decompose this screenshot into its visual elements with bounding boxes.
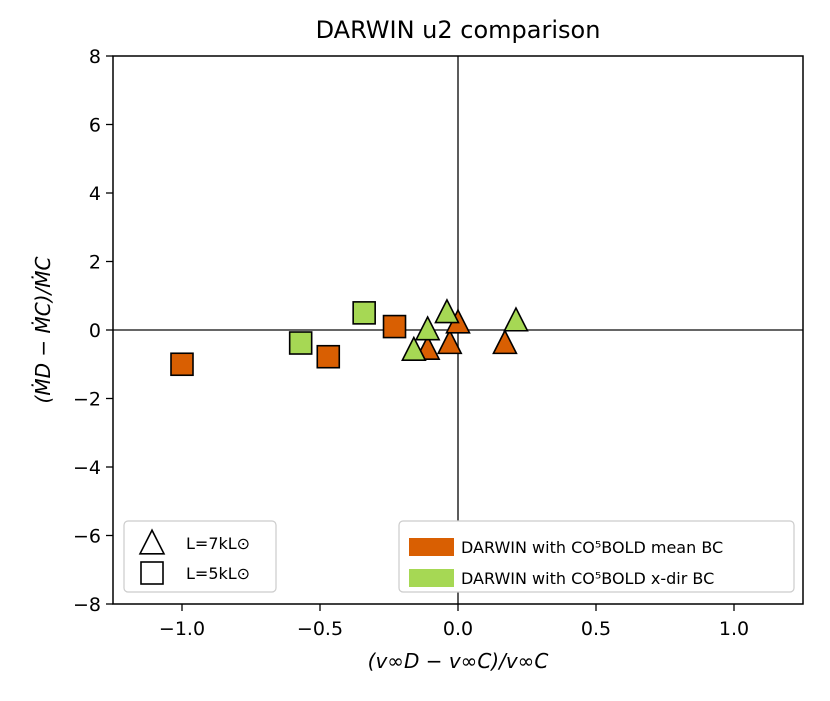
legend-triangle-icon [138, 528, 166, 555]
x-tick-label: 0.0 [443, 618, 473, 640]
y-tick-label: 8 [89, 46, 101, 68]
y-axis-label: (ṀD − ṀC)/ṀC [31, 257, 55, 404]
color-legend-box [398, 520, 795, 593]
x-axis-label: (v∞D − v∞C)/v∞C [368, 649, 549, 673]
x-tick-label: 1.0 [719, 618, 749, 640]
data-point-triangle [401, 335, 427, 362]
y-tick-label: 0 [89, 320, 101, 342]
y-tick-label: −2 [73, 389, 101, 411]
y-tick-label: 6 [89, 115, 101, 137]
data-point-square [352, 301, 376, 325]
x-tick-label: −0.5 [297, 618, 343, 640]
x-tick-label: −1.0 [159, 618, 205, 640]
color-legend-label: DARWIN with CO⁵BOLD x-dir BC [461, 569, 714, 588]
data-point-triangle [492, 328, 518, 355]
y-tick-label: −6 [73, 526, 101, 548]
data-point-triangle [503, 306, 529, 332]
chart-title: DARWIN u2 comparison [316, 16, 601, 44]
marker-legend-label: L=7kL⊙ [186, 534, 250, 553]
series-mean [170, 308, 518, 377]
x-tick-label: 0.5 [581, 618, 611, 640]
data-point-triangle [414, 315, 441, 341]
marker-legend-box [123, 520, 277, 593]
marker-legend-label: L=5kL⊙ [186, 564, 250, 583]
color-legend: DARWIN with CO⁵BOLD mean BC DARWIN with C… [398, 520, 795, 593]
data-point-triangle [436, 328, 463, 355]
y-tick-label: −8 [73, 594, 101, 616]
legend-square-icon [140, 561, 164, 585]
plot-area: −1.0 −0.5 0.0 0.5 1.0 −8 −6 −4 −2 0 2 4 6 8 (v∞D − v∞C… [31, 46, 804, 673]
series-xdir [288, 298, 529, 362]
data-point-square [288, 331, 313, 355]
color-legend-label: DARWIN with CO⁵BOLD mean BC [461, 538, 723, 557]
data-point-square [170, 352, 194, 377]
legend-color-swatch [409, 538, 454, 556]
marker-legend: L=7kL⊙ L=5kL⊙ [123, 520, 277, 593]
data-point-square [316, 344, 341, 369]
y-tick-label: −4 [73, 457, 101, 479]
legend-color-swatch [409, 569, 454, 587]
data-point-triangle [434, 298, 460, 324]
data-point-square [382, 314, 407, 339]
y-tick-label: 2 [89, 252, 101, 274]
y-tick-label: 4 [89, 183, 101, 205]
